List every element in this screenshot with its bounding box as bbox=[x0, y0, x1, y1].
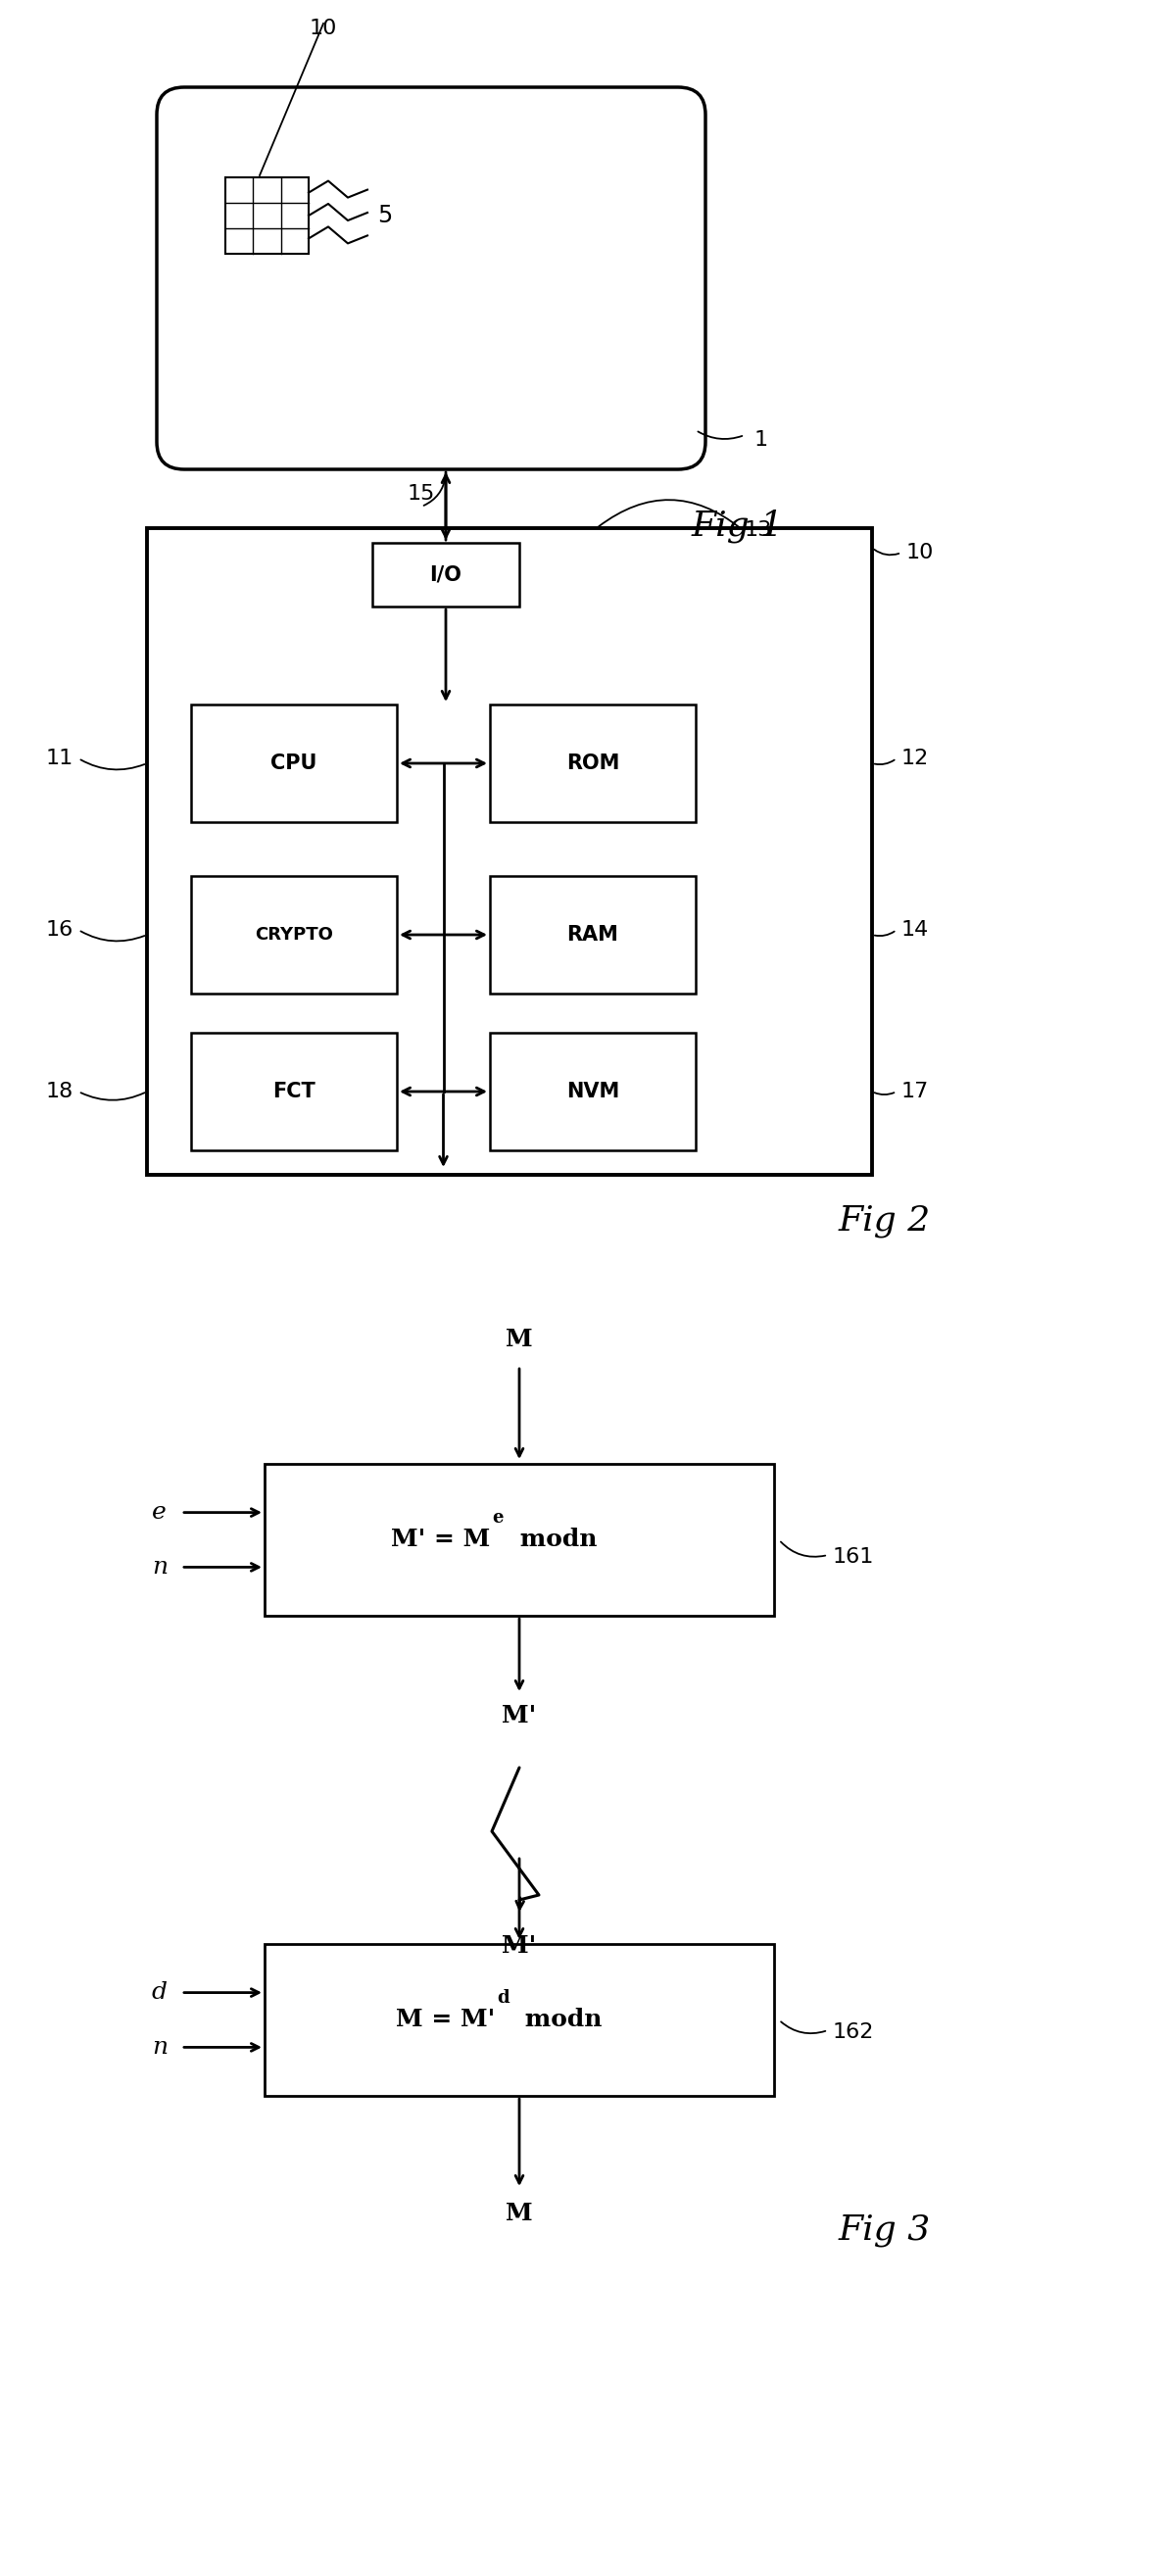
Text: 15: 15 bbox=[408, 484, 436, 505]
Text: ROM: ROM bbox=[566, 755, 620, 773]
Text: M': M' bbox=[502, 1703, 537, 1728]
Text: 18: 18 bbox=[45, 1082, 73, 1103]
Text: modn: modn bbox=[511, 1528, 598, 1551]
Text: 16: 16 bbox=[45, 920, 73, 940]
Text: RAM: RAM bbox=[567, 925, 619, 945]
Text: M: M bbox=[506, 1327, 532, 1352]
Text: n: n bbox=[151, 2035, 168, 2058]
FancyBboxPatch shape bbox=[157, 88, 706, 469]
Text: 161: 161 bbox=[833, 1548, 875, 1566]
Text: 5: 5 bbox=[377, 204, 393, 227]
Text: Fig 2: Fig 2 bbox=[839, 1203, 931, 1236]
Bar bbox=[490, 1033, 696, 1151]
Text: 13: 13 bbox=[744, 520, 772, 541]
Text: 1: 1 bbox=[755, 430, 768, 451]
Text: 162: 162 bbox=[833, 2022, 875, 2043]
Text: M: M bbox=[506, 2202, 532, 2226]
Text: M' = M: M' = M bbox=[390, 1528, 490, 1551]
Text: FCT: FCT bbox=[273, 1082, 316, 1103]
Text: Fig 3: Fig 3 bbox=[839, 2213, 931, 2246]
Text: M': M' bbox=[502, 1935, 537, 1958]
Text: n: n bbox=[151, 1556, 168, 1579]
Text: 14: 14 bbox=[902, 920, 930, 940]
Text: 10: 10 bbox=[906, 544, 934, 562]
Bar bbox=[191, 1033, 397, 1151]
Text: d: d bbox=[496, 1989, 509, 2007]
Text: CPU: CPU bbox=[270, 755, 317, 773]
Text: modn: modn bbox=[516, 2009, 602, 2032]
Bar bbox=[225, 178, 309, 255]
Text: 11: 11 bbox=[45, 750, 73, 768]
Text: d: d bbox=[151, 1981, 168, 2004]
Text: CRYPTO: CRYPTO bbox=[255, 925, 333, 943]
Bar bbox=[373, 544, 520, 605]
Text: M = M': M = M' bbox=[396, 2009, 495, 2032]
Bar bbox=[490, 703, 696, 822]
Text: e: e bbox=[492, 1510, 503, 1528]
Text: e: e bbox=[151, 1502, 167, 1525]
Bar bbox=[490, 876, 696, 994]
Text: NVM: NVM bbox=[566, 1082, 620, 1103]
Bar bbox=[191, 876, 397, 994]
Text: 10: 10 bbox=[310, 18, 337, 39]
Text: I/O: I/O bbox=[430, 564, 461, 585]
Bar bbox=[264, 1945, 774, 2097]
Bar bbox=[191, 703, 397, 822]
Text: 17: 17 bbox=[902, 1082, 930, 1103]
Bar bbox=[147, 528, 873, 1175]
Bar bbox=[264, 1463, 774, 1615]
Text: Fig 1: Fig 1 bbox=[692, 507, 784, 544]
Text: 12: 12 bbox=[902, 750, 930, 768]
